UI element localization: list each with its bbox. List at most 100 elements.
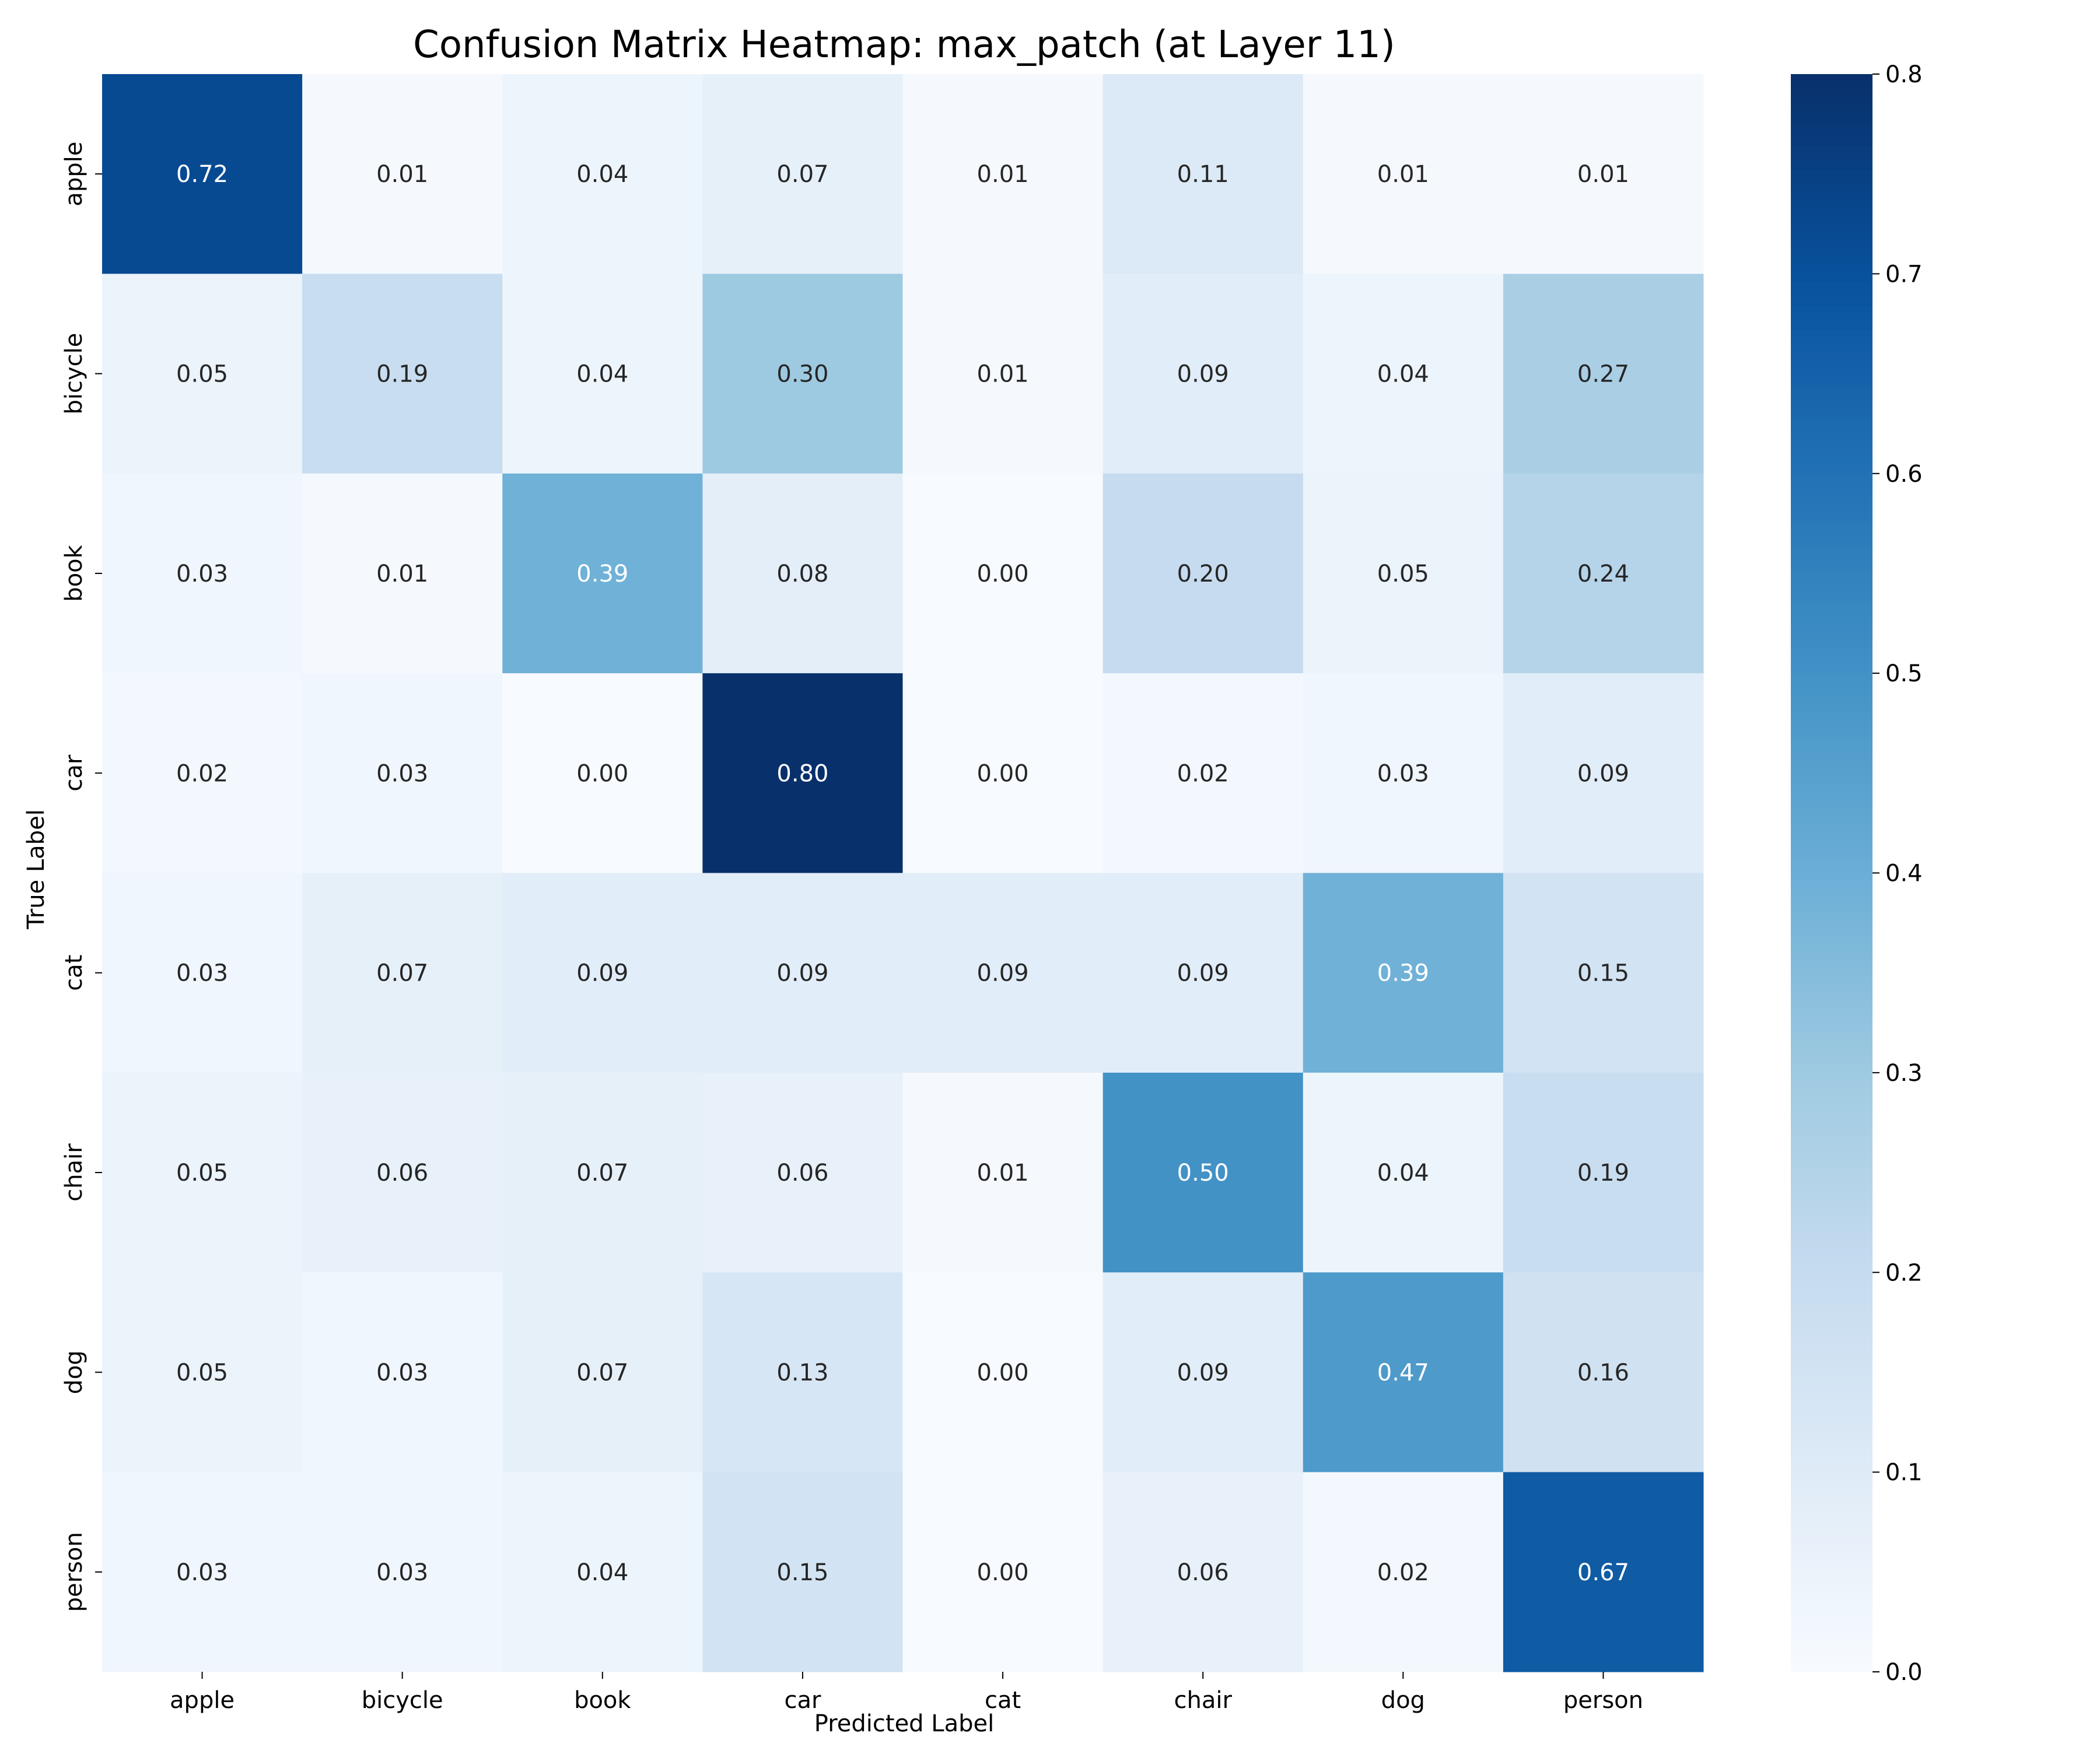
colorbar-gradient-segment (1791, 912, 1873, 922)
heatmap-cell (702, 673, 903, 873)
colorbar-gradient-segment (1791, 377, 1873, 386)
cell-value-label: 0.16 (1577, 1359, 1629, 1386)
colorbar-gradient-segment (1791, 1408, 1873, 1417)
cell-value-label: 0.13 (776, 1359, 828, 1386)
colorbar-gradient-segment (1791, 1464, 1873, 1473)
heatmap-cell (1102, 1272, 1304, 1473)
colorbar-gradient-segment (1791, 888, 1873, 898)
cell-value-label: 0.04 (576, 161, 628, 188)
chart-title: Confusion Matrix Heatmap: max_patch (at … (413, 23, 1395, 66)
colorbar-gradient-segment (1791, 1384, 1873, 1393)
cell-value-label: 0.05 (176, 361, 228, 388)
cell-value-label: 0.20 (1177, 561, 1229, 587)
colorbar-gradient-segment (1791, 665, 1873, 674)
colorbar-gradient-segment (1791, 233, 1873, 243)
heatmap-cell (902, 473, 1104, 674)
colorbar-gradient-segment (1791, 649, 1873, 658)
heatmap-cell (1102, 274, 1304, 474)
colorbar-gradient-segment (1791, 466, 1873, 474)
colorbar-gradient-segment (1791, 905, 1873, 914)
cell-value-label: 0.04 (576, 1559, 628, 1586)
heatmap-cell (1503, 873, 1704, 1073)
x-tick-label: apple (170, 1687, 235, 1714)
colorbar-tick-label: 0.7 (1885, 261, 1923, 288)
heatmap-cell (1102, 74, 1304, 274)
colorbar-gradient-segment (1791, 601, 1873, 610)
cell-value-label: 0.03 (376, 1559, 428, 1586)
colorbar-gradient-segment (1791, 1392, 1873, 1401)
cell-value-label: 0.03 (1377, 760, 1429, 787)
x-tick-label: bicycle (362, 1687, 443, 1714)
cell-value-label: 0.15 (776, 1559, 828, 1586)
cell-value-label: 0.04 (1377, 361, 1429, 388)
heatmap-cell (1503, 673, 1704, 873)
cell-value-label: 0.80 (776, 760, 828, 787)
colorbar-gradient-segment (1791, 808, 1873, 818)
cell-value-label: 0.39 (576, 561, 628, 587)
colorbar-gradient-segment (1791, 122, 1873, 131)
colorbar-gradient-segment (1791, 497, 1873, 506)
colorbar-gradient-segment (1791, 689, 1873, 698)
colorbar-gradient-segment (1791, 146, 1873, 155)
colorbar-gradient-segment (1791, 1344, 1873, 1353)
colorbar-gradient-segment (1791, 1168, 1873, 1177)
colorbar-gradient-segment (1791, 937, 1873, 946)
heatmap-cell (502, 673, 703, 873)
colorbar-gradient-segment (1791, 1552, 1873, 1561)
colorbar-gradient-segment (1791, 1504, 1873, 1513)
cell-value-label: 0.01 (977, 361, 1029, 388)
colorbar-gradient-segment (1791, 593, 1873, 602)
heatmap-cells: 0.72 0.01 0.04 0.07 0.01 0.11 0.01 0.01 0.05 0.19… (102, 74, 1704, 1672)
heatmap-cell (102, 1072, 303, 1273)
cell-value-label: 0.02 (176, 760, 228, 787)
heatmap-cell (1303, 74, 1504, 274)
heatmap-cell (302, 673, 503, 873)
colorbar-gradient-segment (1791, 449, 1873, 459)
heatmap-cell (502, 74, 703, 274)
colorbar-gradient-segment (1791, 386, 1873, 394)
cell-value-label: 0.27 (1577, 361, 1629, 388)
heatmap-cell (102, 1272, 303, 1473)
cell-value-label: 0.03 (376, 760, 428, 787)
colorbar-gradient-segment (1791, 441, 1873, 450)
x-axis-ticks: apple bicycle book car cat chair dog person (170, 1672, 1643, 1714)
colorbar-gradient-segment (1791, 641, 1873, 650)
colorbar-gradient-segment (1791, 1480, 1873, 1489)
heatmap-cell (702, 74, 903, 274)
colorbar-gradient-segment (1791, 130, 1873, 139)
colorbar-gradient-segment (1791, 1632, 1873, 1641)
colorbar-gradient-segment (1791, 521, 1873, 530)
colorbar-gradient-segment (1791, 1009, 1873, 1017)
colorbar-gradient-segment (1791, 1080, 1873, 1090)
colorbar-gradient-segment (1791, 1096, 1873, 1105)
colorbar-gradient-segment (1791, 1520, 1873, 1529)
colorbar-gradient-segment (1791, 617, 1873, 626)
heatmap-cell (302, 1072, 503, 1273)
colorbar-gradient-segment (1791, 585, 1873, 594)
cell-value-label: 0.01 (1377, 161, 1429, 188)
heatmap-cell (1303, 673, 1504, 873)
colorbar-gradient-segment (1791, 1536, 1873, 1545)
y-axis-ticks: apple bicycle book car cat chair dog person (61, 142, 102, 1612)
colorbar-gradient-segment (1791, 1304, 1873, 1313)
colorbar-gradient-segment (1791, 1528, 1873, 1536)
colorbar-gradient-segment (1791, 153, 1873, 163)
colorbar-gradient-segment (1791, 202, 1873, 211)
cell-value-label: 0.03 (176, 960, 228, 987)
cell-value-label: 0.03 (376, 1359, 428, 1386)
colorbar-gradient-segment (1791, 473, 1873, 482)
colorbar-gradient-segment (1791, 833, 1873, 842)
colorbar-gradient-segment (1791, 697, 1873, 706)
colorbar-gradient-segment (1791, 721, 1873, 730)
colorbar-gradient-segment (1791, 369, 1873, 379)
colorbar-gradient-segment (1791, 609, 1873, 618)
colorbar-gradient-segment (1791, 761, 1873, 770)
colorbar-gradient-segment (1791, 841, 1873, 850)
colorbar-gradient-segment (1791, 250, 1873, 258)
colorbar-gradient-segment (1791, 289, 1873, 299)
colorbar-gradient-segment (1791, 793, 1873, 802)
colorbar-gradient-segment (1791, 777, 1873, 786)
colorbar-gradient-segment (1791, 921, 1873, 930)
colorbar-gradient-segment (1791, 354, 1873, 362)
